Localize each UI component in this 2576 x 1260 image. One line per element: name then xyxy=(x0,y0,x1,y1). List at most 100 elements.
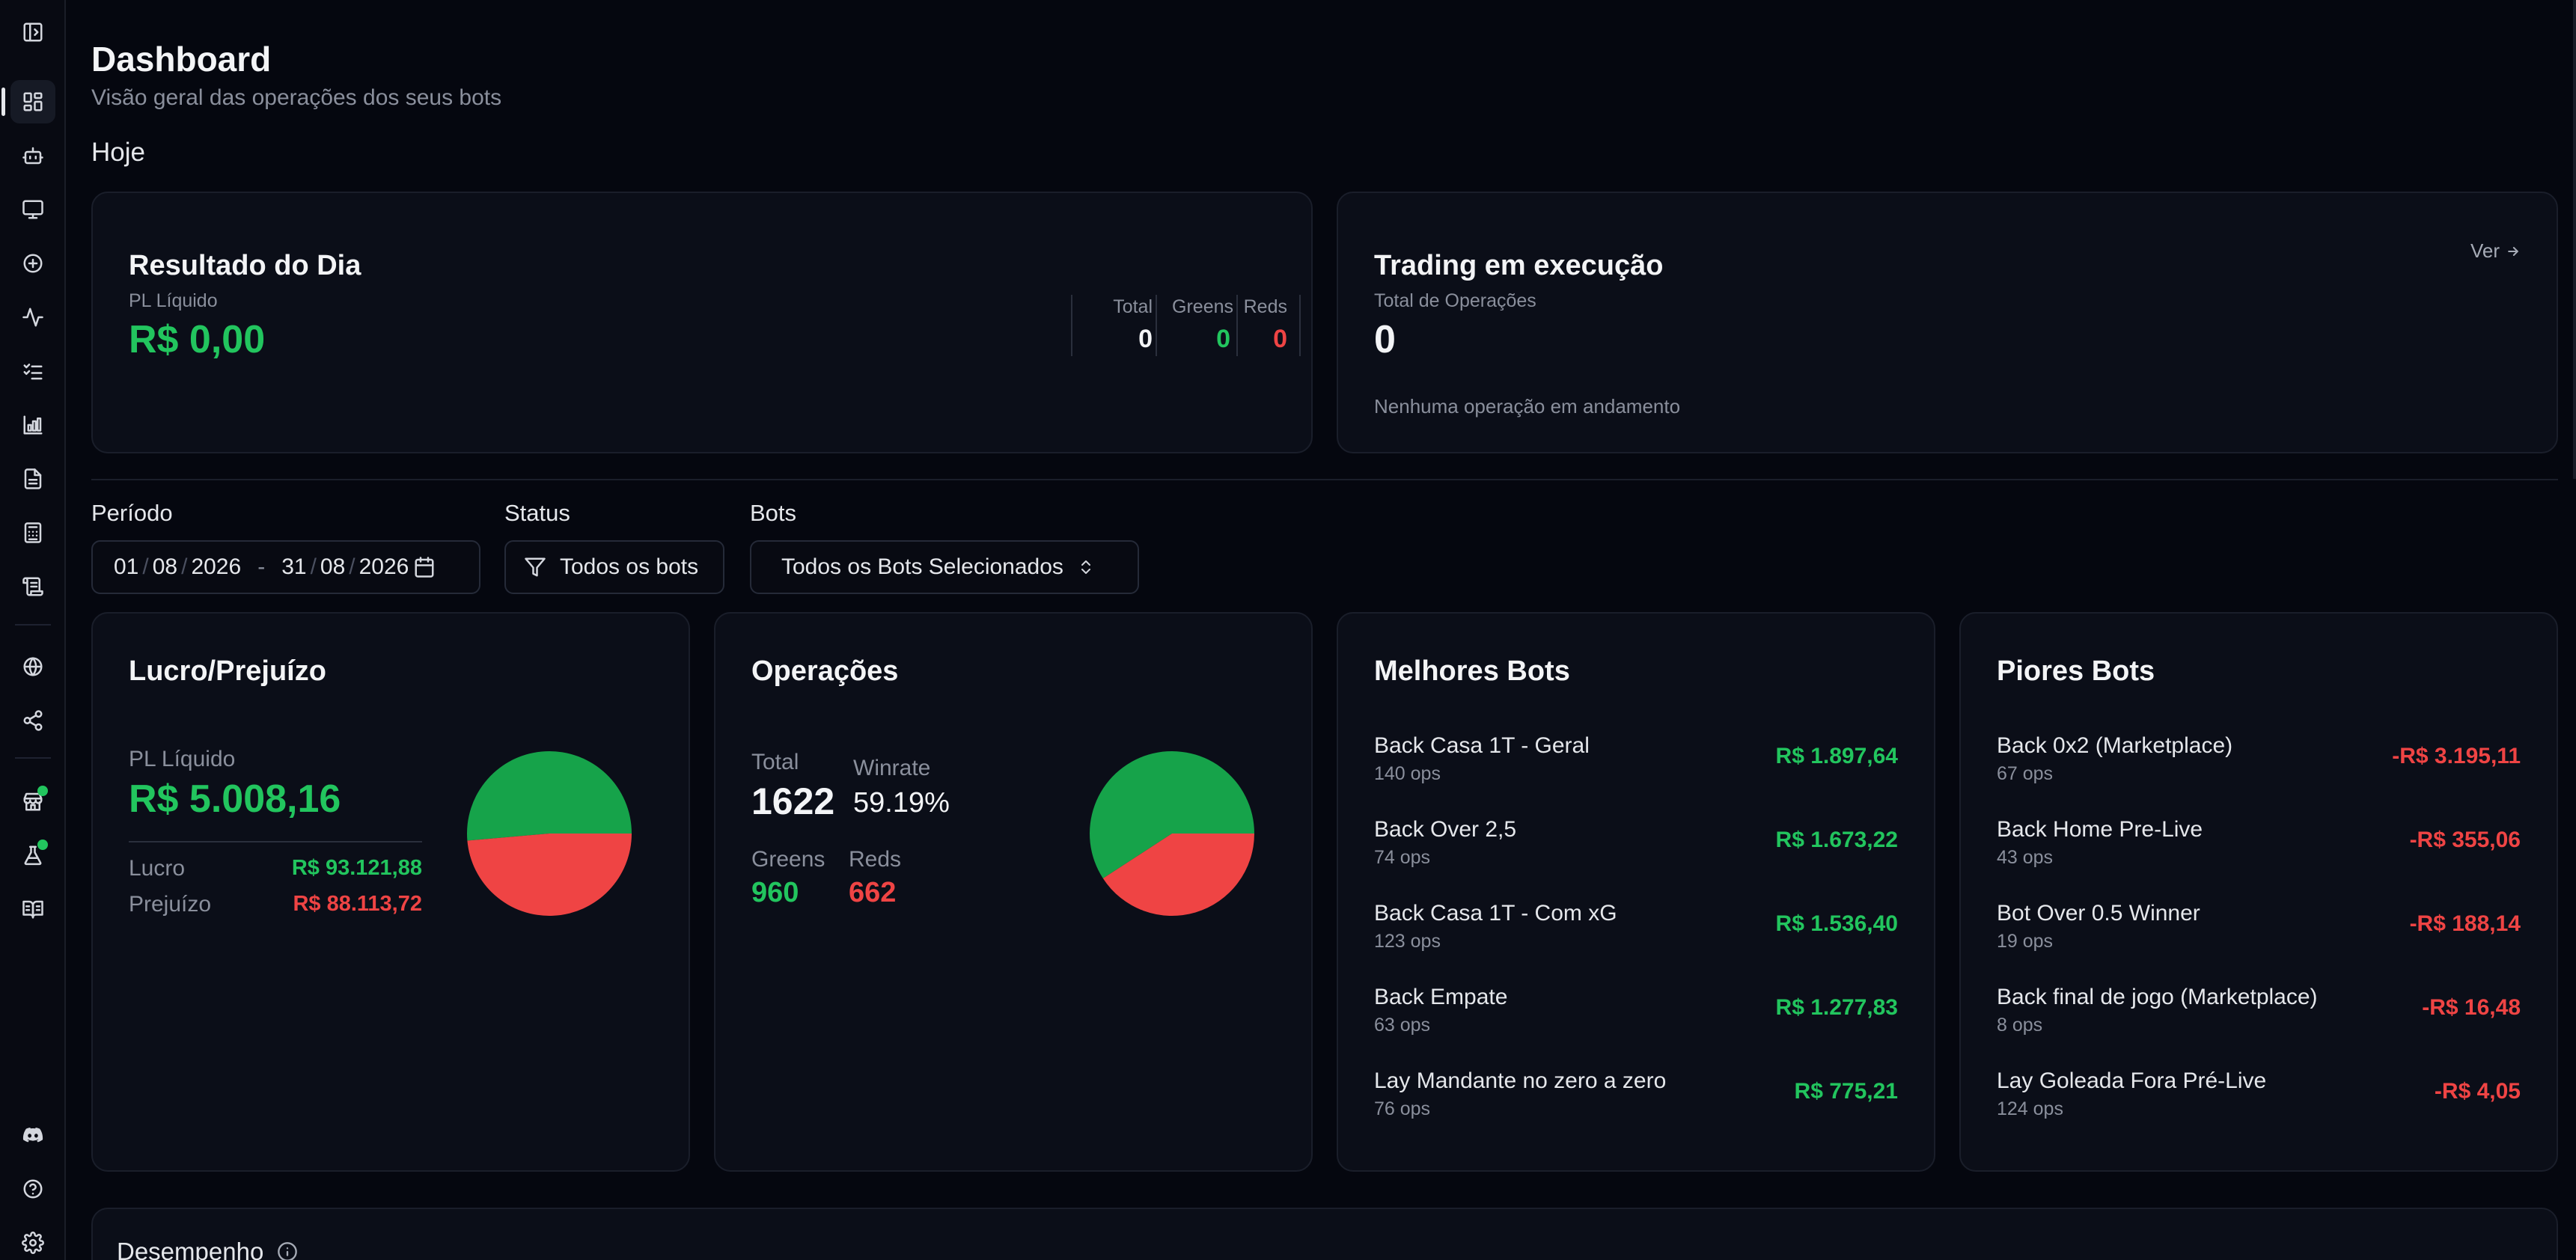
pie-slice-red xyxy=(467,834,632,916)
bot-row[interactable]: Back Over 2,5 74 ops R$ 1.673,22 xyxy=(1374,817,1898,884)
performance-header: Desempenho xyxy=(117,1238,298,1260)
divider xyxy=(1156,295,1157,356)
divider xyxy=(1236,295,1238,356)
end-day[interactable]: 31 xyxy=(281,554,307,579)
greens-label: Greens xyxy=(751,847,825,872)
pl-value: R$ 5.008,16 xyxy=(129,777,341,821)
status-label: Status xyxy=(504,500,570,526)
info-icon[interactable] xyxy=(277,1241,298,1260)
bot-icon[interactable] xyxy=(10,134,55,177)
end-month[interactable]: 08 xyxy=(320,554,346,579)
activity-icon[interactable] xyxy=(10,296,55,339)
bot-row[interactable]: Bot Over 0.5 Winner 19 ops -R$ 188,14 xyxy=(1997,901,2521,968)
divider xyxy=(129,841,422,842)
status-filter-button[interactable]: Todos os bots xyxy=(504,540,724,594)
view-link-label: Ver xyxy=(2470,239,2500,262)
sidebar-toggle-icon[interactable] xyxy=(10,10,55,54)
bot-name: Back Empate xyxy=(1374,985,1508,1009)
bot-value: R$ 1.673,22 xyxy=(1775,828,1898,852)
store-icon[interactable] xyxy=(10,780,55,823)
scroll-icon[interactable] xyxy=(10,565,55,608)
lucro-value: R$ 93.121,88 xyxy=(291,856,422,880)
profit-pie-chart xyxy=(467,750,632,916)
bot-row[interactable]: Back final de jogo (Marketplace) 8 ops -R$… xyxy=(1997,985,2521,1052)
bot-row[interactable]: Back Home Pre-Live 43 ops -R$ 355,06 xyxy=(1997,817,2521,884)
chevrons-up-down-icon xyxy=(1081,560,1090,574)
start-month[interactable]: 08 xyxy=(152,554,178,579)
sidebar-divider xyxy=(15,624,51,626)
total-value: 0 xyxy=(1138,325,1153,353)
bot-row[interactable]: Back Casa 1T - Com xG 123 ops R$ 1.536,40 xyxy=(1374,901,1898,968)
bots-value: Todos os Bots Selecionados xyxy=(781,554,1063,579)
dashboard-icon[interactable] xyxy=(1,80,55,123)
pie-slice-green xyxy=(1090,751,1254,879)
card-title: Trading em execução xyxy=(1374,250,1664,281)
bot-value: R$ 1.277,83 xyxy=(1775,995,1898,1020)
chart-icon[interactable] xyxy=(10,403,55,447)
page-title: Dashboard xyxy=(91,40,272,79)
card-title: Desempenho xyxy=(117,1238,264,1260)
date-range-picker[interactable]: 01 / 08 / 2026 - 31 / 08 / 2026 xyxy=(91,540,480,594)
globe-icon[interactable] xyxy=(10,645,55,688)
operations-card: Operações Total 1622 Winrate 59.19% Gree… xyxy=(714,612,1313,1172)
section-title-today: Hoje xyxy=(91,138,145,167)
bot-ops: 76 ops xyxy=(1374,1098,1431,1119)
sidebar-divider xyxy=(15,757,51,759)
card-title: Melhores Bots xyxy=(1374,655,1570,687)
reds-value: 0 xyxy=(1273,325,1287,353)
bot-value: R$ 1.536,40 xyxy=(1775,911,1898,936)
bot-row[interactable]: Lay Mandante no zero a zero 76 ops R$ 775,… xyxy=(1374,1068,1898,1136)
bot-ops: 123 ops xyxy=(1374,931,1441,952)
view-link[interactable]: Ver xyxy=(2470,239,2521,263)
divider xyxy=(91,479,2558,480)
card-title: Operações xyxy=(751,655,899,687)
bot-name: Lay Goleada Fora Pré-Live xyxy=(1997,1068,2267,1093)
total-value: 1622 xyxy=(751,780,835,822)
date-slash: / xyxy=(142,554,149,579)
end-year[interactable]: 2026 xyxy=(358,554,409,579)
discord-icon[interactable] xyxy=(10,1113,55,1157)
settings-icon[interactable] xyxy=(10,1221,55,1260)
plus-circle-icon[interactable] xyxy=(10,242,55,285)
calculator-icon[interactable] xyxy=(10,511,55,554)
bot-row[interactable]: Back Casa 1T - Geral 140 ops R$ 1.897,64 xyxy=(1374,733,1898,801)
pl-value: R$ 0,00 xyxy=(129,318,266,361)
book-icon[interactable] xyxy=(10,887,55,931)
calendar-icon[interactable] xyxy=(413,556,436,578)
bot-row[interactable]: Lay Goleada Fora Pré-Live 124 ops -R$ 4,05 xyxy=(1997,1068,2521,1136)
bot-row[interactable]: Back Empate 63 ops R$ 1.277,83 xyxy=(1374,985,1898,1052)
bot-value: R$ 1.897,64 xyxy=(1775,744,1898,768)
help-icon[interactable] xyxy=(10,1167,55,1211)
bots-label: Bots xyxy=(750,500,797,526)
profit-card: Lucro/Prejuízo PL Líquido R$ 5.008,16 Lu… xyxy=(91,612,690,1172)
pie-slice-red xyxy=(1102,834,1254,916)
bot-name: Back Casa 1T - Geral xyxy=(1374,733,1590,758)
day-result-card: Resultado do Dia PL Líquido R$ 0,00 Tota… xyxy=(91,192,1313,453)
bots-select[interactable]: Todos os Bots Selecionados xyxy=(750,540,1139,594)
share-icon[interactable] xyxy=(10,699,55,742)
start-year[interactable]: 2026 xyxy=(191,554,242,579)
total-ops-value: 0 xyxy=(1374,318,1396,361)
start-day[interactable]: 01 xyxy=(114,554,139,579)
scrollbar[interactable] xyxy=(2573,0,2576,479)
lucro-label: Lucro xyxy=(129,856,186,881)
bot-ops: 124 ops xyxy=(1997,1098,2063,1119)
list-check-icon[interactable] xyxy=(10,349,55,393)
card-title: Lucro/Prejuízo xyxy=(129,655,326,687)
date-slash: / xyxy=(310,554,317,579)
bot-ops: 8 ops xyxy=(1997,1015,2043,1036)
prejuizo-label: Prejuízo xyxy=(129,892,212,917)
date-slash: / xyxy=(181,554,188,579)
monitor-icon[interactable] xyxy=(10,188,55,231)
bot-row[interactable]: Back 0x2 (Marketplace) 67 ops -R$ 3.195,11 xyxy=(1997,733,2521,801)
file-icon[interactable] xyxy=(10,457,55,501)
filter-icon xyxy=(525,557,546,577)
bot-name: Back Casa 1T - Com xG xyxy=(1374,901,1617,926)
flask-icon[interactable] xyxy=(10,834,55,877)
pl-label: PL Líquido xyxy=(129,290,218,311)
main-content: Dashboard Visão geral das operações dos … xyxy=(66,0,2576,1260)
reds-label: Reds xyxy=(849,847,902,872)
notification-dot xyxy=(37,786,48,796)
greens-label: Greens xyxy=(1172,296,1233,317)
bot-value: -R$ 16,48 xyxy=(2422,995,2521,1020)
